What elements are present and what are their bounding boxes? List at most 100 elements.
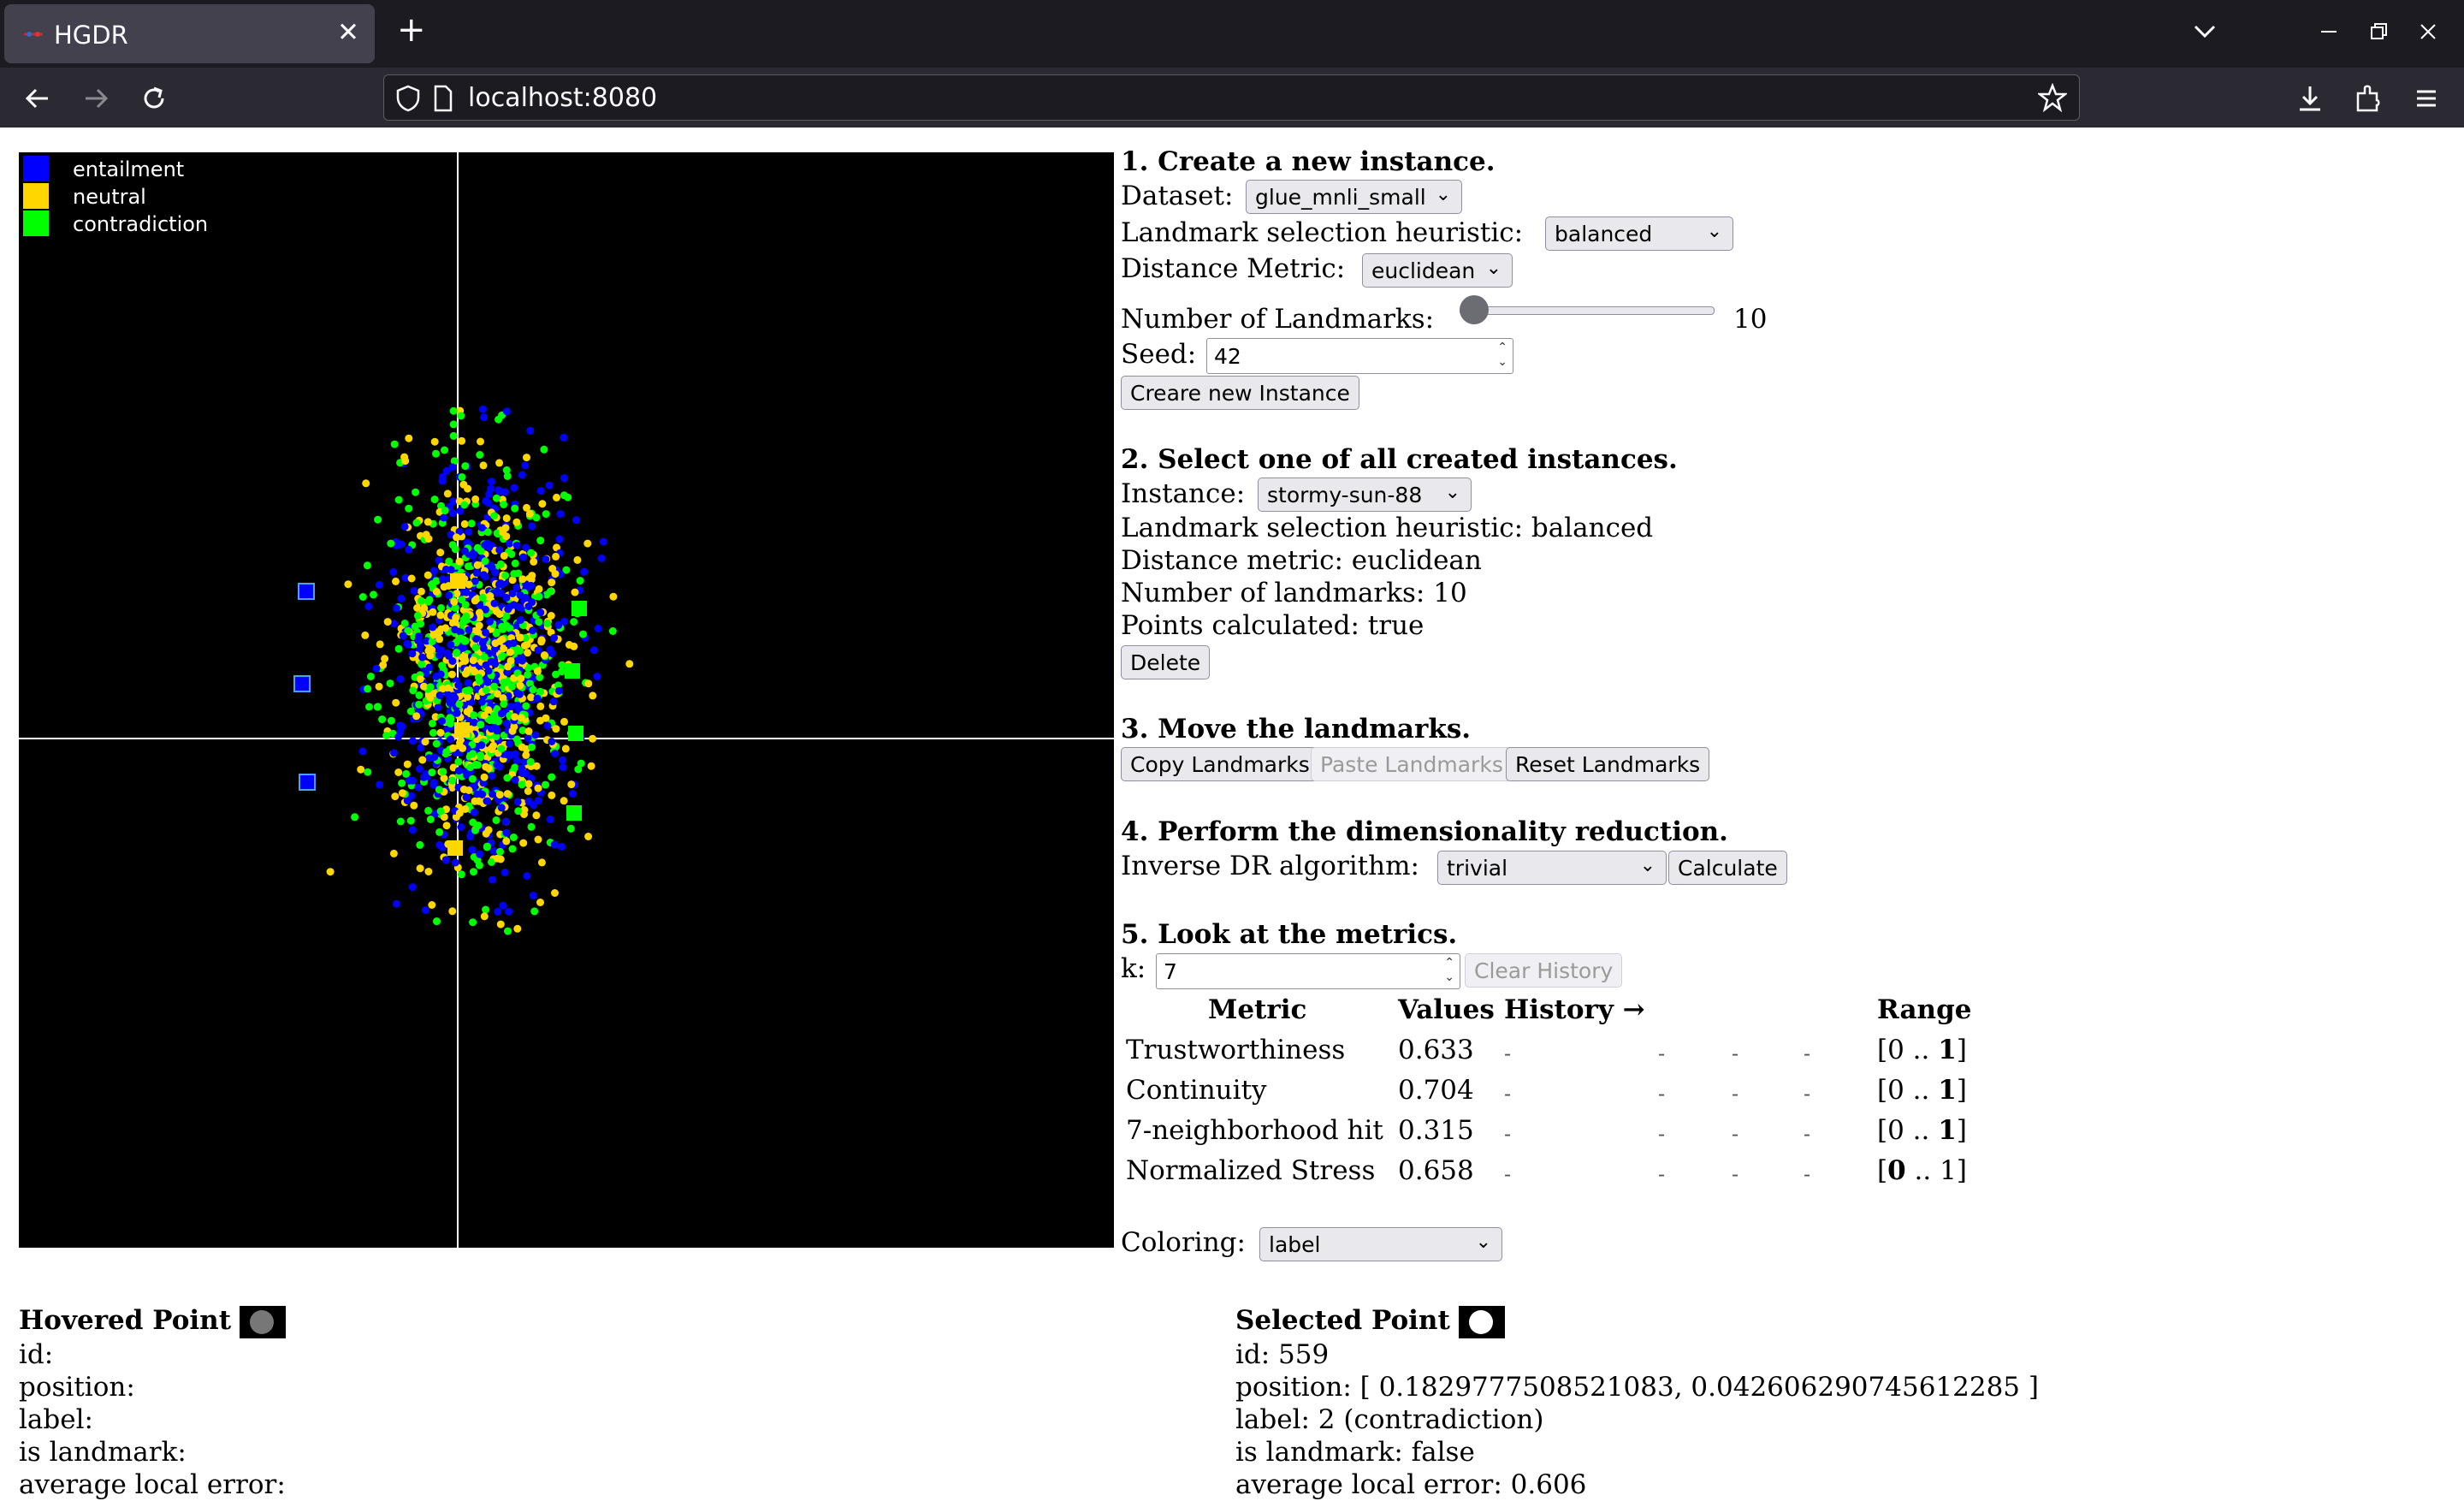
data-point <box>521 461 530 470</box>
url-bar[interactable]: localhost:8080 <box>383 74 2080 121</box>
data-point <box>351 813 359 822</box>
data-point <box>496 560 505 568</box>
instance-select[interactable]: stormy-sun-88 ⌄ <box>1258 478 1472 512</box>
data-point <box>501 488 509 496</box>
legend-swatch <box>23 183 49 209</box>
scatter-plot[interactable]: entailment neutral contradiction <box>19 152 1114 1248</box>
new-tab-icon[interactable]: + <box>397 10 426 50</box>
stepper-icon[interactable]: ⌃ ⌄ <box>1444 956 1454 984</box>
paste-landmarks-button[interactable]: Paste Landmarks <box>1311 747 1513 781</box>
data-point <box>448 776 457 785</box>
k-input[interactable]: 7 ⌃ ⌄ <box>1156 953 1460 989</box>
data-point <box>433 917 441 926</box>
data-point <box>542 555 550 564</box>
data-point <box>357 765 365 774</box>
data-point <box>404 626 412 635</box>
data-point <box>524 663 532 672</box>
data-point <box>483 678 492 686</box>
data-point <box>424 571 432 579</box>
data-point <box>461 588 469 596</box>
dataset-select[interactable]: glue_mnli_small ⌄ <box>1246 180 1462 214</box>
metric-history-cell: - <box>1732 1122 1739 1146</box>
data-point <box>456 507 465 515</box>
list-all-tabs-icon[interactable] <box>2190 17 2219 46</box>
point-dot-icon <box>249 1309 274 1334</box>
copy-landmarks-button[interactable]: Copy Landmarks <box>1121 747 1319 781</box>
data-point <box>499 694 507 703</box>
create-instance-button[interactable]: Creare new Instance <box>1121 376 1359 410</box>
data-point <box>567 780 576 789</box>
data-point <box>543 721 552 730</box>
landmarks-layer <box>293 573 587 856</box>
data-point <box>529 685 537 694</box>
data-point <box>521 633 530 642</box>
data-point <box>493 854 501 863</box>
data-point <box>425 596 434 604</box>
data-point <box>388 729 397 738</box>
metric-value: 0.658 <box>1398 1155 1474 1186</box>
data-point <box>502 466 511 474</box>
forward-icon[interactable] <box>79 81 113 116</box>
downloads-icon[interactable] <box>2293 81 2327 116</box>
heuristic-select[interactable]: balanced ⌄ <box>1545 217 1733 251</box>
point-dot-icon <box>1468 1309 1493 1334</box>
data-point <box>376 640 384 649</box>
reset-landmarks-button[interactable]: Reset Landmarks <box>1506 747 1710 781</box>
bookmark-star-icon[interactable] <box>2038 83 2067 112</box>
data-point <box>403 760 412 768</box>
data-point <box>404 640 412 649</box>
data-point <box>548 791 556 799</box>
section4-heading: 4. Perform the dimensionality reduction. <box>1121 816 1728 847</box>
data-point <box>412 519 421 527</box>
data-point <box>532 513 541 522</box>
algorithm-select[interactable]: trivial ⌄ <box>1437 851 1667 885</box>
selected-label: label: 2 (contradiction) <box>1235 1403 1544 1435</box>
browser-tab[interactable]: HGDR ✕ <box>4 4 375 63</box>
section5-heading: 5. Look at the metrics. <box>1121 919 1458 950</box>
data-point <box>540 445 548 454</box>
data-point <box>535 618 543 626</box>
stepper-icon[interactable]: ⌃ ⌄ <box>1497 341 1507 369</box>
reload-icon[interactable] <box>137 81 171 116</box>
landmarks-slider-thumb[interactable] <box>1460 295 1489 324</box>
close-tab-icon[interactable]: ✕ <box>337 17 359 48</box>
data-point <box>394 495 403 504</box>
clear-history-button[interactable]: Clear History <box>1465 953 1623 988</box>
chevron-down-icon: ⌄ <box>1639 855 1656 876</box>
menu-icon[interactable] <box>2409 81 2443 116</box>
extensions-icon[interactable] <box>2351 81 2385 116</box>
delete-button[interactable]: Delete <box>1121 645 1211 679</box>
data-point <box>485 489 494 498</box>
seed-input[interactable]: 42 ⌃ ⌄ <box>1206 338 1513 374</box>
algorithm-value: trivial <box>1447 856 1508 881</box>
minimize-icon[interactable] <box>2314 17 2343 46</box>
data-point <box>447 720 454 728</box>
coloring-select[interactable]: label ⌄ <box>1259 1227 1502 1261</box>
data-point <box>517 714 525 722</box>
data-point <box>456 628 465 637</box>
data-point <box>408 650 417 658</box>
data-point <box>584 679 593 688</box>
restore-icon[interactable] <box>2364 17 2393 46</box>
data-point <box>406 707 415 715</box>
back-icon[interactable] <box>21 81 55 116</box>
data-point <box>560 433 568 442</box>
data-point <box>608 627 617 635</box>
data-point <box>471 797 479 805</box>
data-point <box>438 477 447 485</box>
data-point <box>432 577 441 585</box>
page-icon[interactable] <box>432 84 454 113</box>
calculate-button[interactable]: Calculate <box>1668 851 1787 885</box>
scatter-canvas[interactable] <box>19 152 1114 1248</box>
data-point <box>375 682 383 691</box>
distance-metric-select[interactable]: euclidean ⌄ <box>1362 253 1513 288</box>
close-window-icon[interactable] <box>2414 17 2443 46</box>
data-point <box>442 822 451 830</box>
browser-nav-bar: localhost:8080 <box>0 68 2464 128</box>
data-point <box>560 797 568 805</box>
data-point <box>362 479 370 488</box>
shield-icon[interactable] <box>394 84 422 113</box>
legend-item-entailment: entailment <box>23 156 280 183</box>
landmarks-slider[interactable] <box>1460 306 1715 315</box>
data-point <box>491 568 500 577</box>
